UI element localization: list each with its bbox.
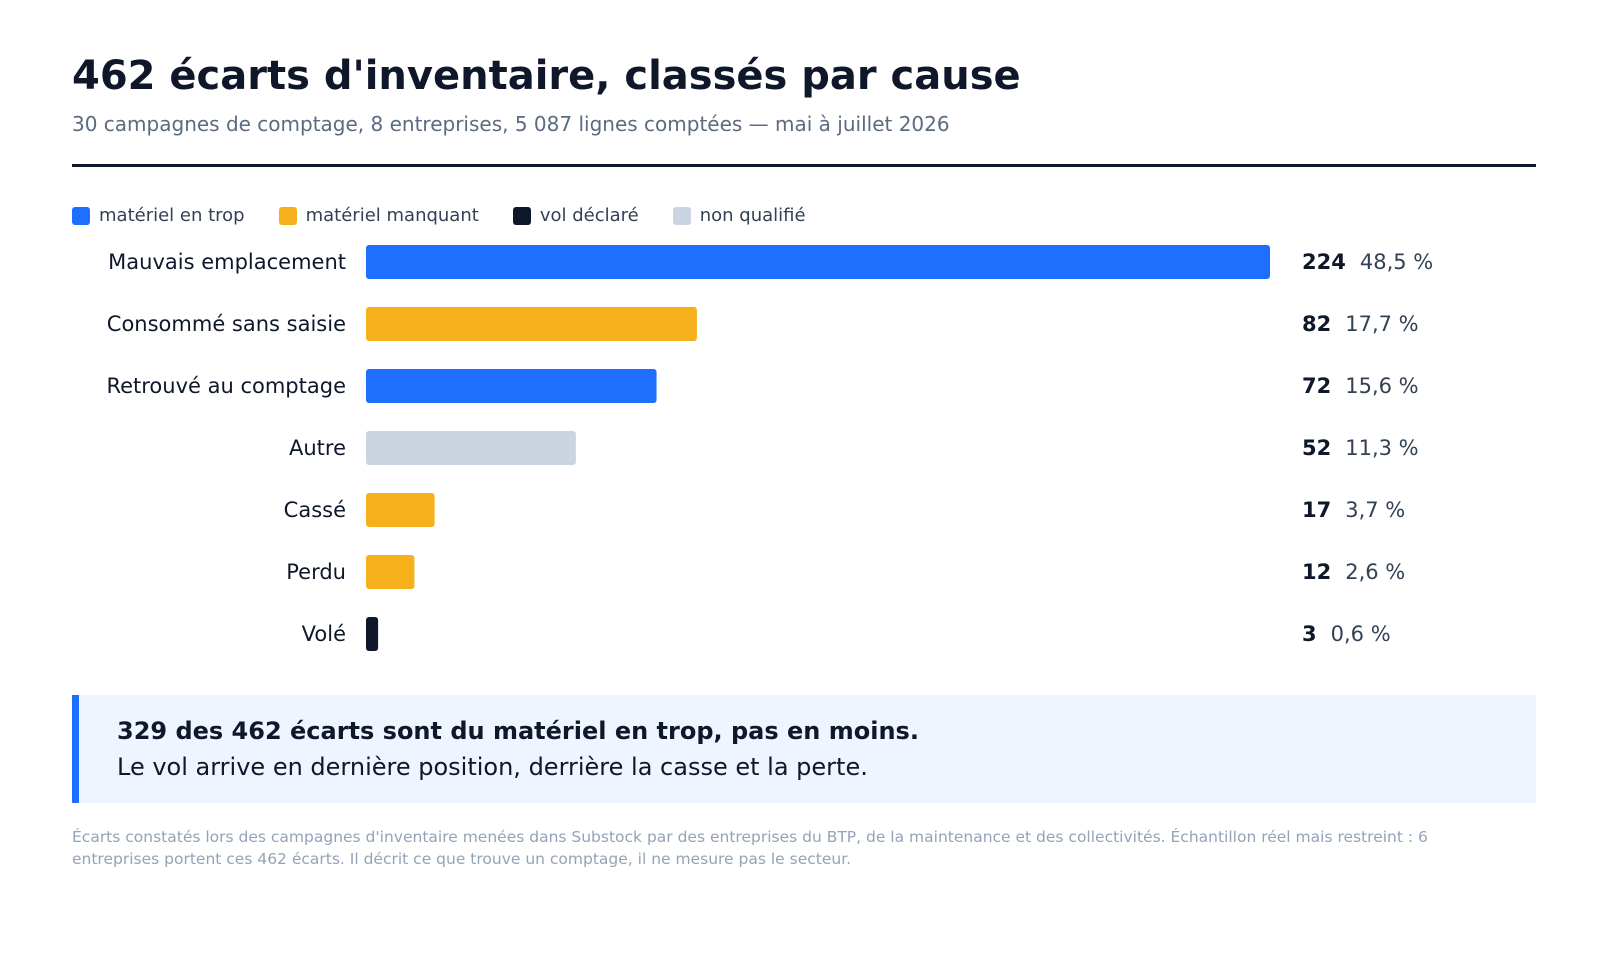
legend-item-surplus: matériel en trop <box>72 204 245 228</box>
key-insight-callout: 329 des 462 écarts sont du matériel en t… <box>72 695 1536 803</box>
legend-swatch-unqualified <box>672 207 691 225</box>
category-label-consomme-sans-saisie: Consommé sans saisie <box>107 312 346 336</box>
category-label-casse: Cassé <box>284 498 346 522</box>
value-label-casse: 17 3,7 % <box>1302 498 1405 522</box>
legend-swatch-missing <box>278 207 297 225</box>
footnote: Écarts constatés lors des campagnes d'in… <box>72 828 1428 868</box>
category-label-retrouve-au-comptage: Retrouvé au comptage <box>106 374 346 398</box>
value-label-autre: 52 11,3 % <box>1302 436 1419 460</box>
title-divider <box>72 164 1536 167</box>
value-percent-consomme-sans-saisie: 17,7 % <box>1345 312 1418 336</box>
legend-swatch-surplus <box>72 207 90 225</box>
value-count-vole: 3 <box>1302 622 1317 646</box>
legend-label-theft: vol déclaré <box>539 205 639 226</box>
value-count-perdu: 12 <box>1302 560 1331 584</box>
value-count-consomme-sans-saisie: 82 <box>1302 312 1331 336</box>
bar-vole <box>366 617 379 651</box>
category-label-vole: Volé <box>302 622 346 646</box>
value-percent-casse: 3,7 % <box>1345 498 1405 522</box>
value-count-autre: 52 <box>1302 436 1331 460</box>
value-label-vole: 3 0,6 % <box>1302 622 1391 646</box>
category-label-mauvais-emplacement: Mauvais emplacement <box>108 250 346 274</box>
legend-swatch-theft <box>512 207 531 225</box>
legend-label-surplus: matériel en trop <box>99 205 245 226</box>
value-count-casse: 17 <box>1302 498 1331 522</box>
value-percent-perdu: 2,6 % <box>1345 560 1405 584</box>
legend-item-unqualified: non qualifié <box>672 204 806 228</box>
legend-label-unqualified: non qualifié <box>699 205 806 226</box>
page-subtitle: 30 campagnes de comptage, 8 entreprises,… <box>72 112 950 136</box>
bar-perdu <box>366 555 415 589</box>
value-percent-retrouve-au-comptage: 15,6 % <box>1345 374 1418 398</box>
value-label-retrouve-au-comptage: 72 15,6 % <box>1302 374 1419 398</box>
bar-consomme-sans-saisie <box>366 307 697 341</box>
page-title: 462 écarts d'inventaire, classés par cau… <box>72 53 1021 99</box>
value-count-mauvais-emplacement: 224 <box>1302 250 1346 274</box>
category-label-autre: Autre <box>289 436 346 460</box>
value-percent-autre: 11,3 % <box>1345 436 1418 460</box>
value-label-perdu: 12 2,6 % <box>1302 560 1405 584</box>
chart-legend: matériel en trop matériel manquant vol d… <box>72 203 840 229</box>
legend-item-theft: vol déclaré <box>512 204 639 228</box>
value-percent-mauvais-emplacement: 48,5 % <box>1360 250 1433 274</box>
value-label-mauvais-emplacement: 224 48,5 % <box>1302 250 1433 274</box>
legend-item-missing: matériel manquant <box>278 204 479 228</box>
bar-chart: Mauvais emplacement 224 48,5 % Consommé san… <box>106 245 1433 651</box>
bar-casse <box>366 493 435 527</box>
bar-retrouve-au-comptage <box>366 369 657 403</box>
category-label-perdu: Perdu <box>286 560 346 584</box>
bar-mauvais-emplacement <box>366 245 1270 279</box>
bar-autre <box>366 431 576 465</box>
callout-headline: 329 des 462 écarts sont du matériel en t… <box>117 717 919 745</box>
value-percent-vole: 0,6 % <box>1331 622 1391 646</box>
value-count-retrouve-au-comptage: 72 <box>1302 374 1331 398</box>
value-label-consomme-sans-saisie: 82 17,7 % <box>1302 312 1419 336</box>
legend-label-missing: matériel manquant <box>305 205 479 226</box>
callout-text: Le vol arrive en dernière position, derr… <box>117 753 868 781</box>
